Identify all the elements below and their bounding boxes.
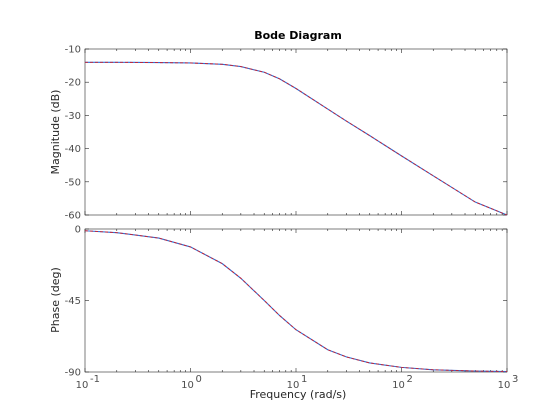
phase-panel: -90 -45 0 — [65, 225, 508, 379]
magnitude-y-tick-label: -30 — [65, 111, 81, 122]
magnitude-panel: -60 -50 -40 -30 -20 -10 — [65, 45, 508, 222]
x-tick-exponent: 3 — [512, 374, 518, 385]
x-tick-label: 10 — [76, 380, 89, 391]
chart-title: Bode Diagram — [254, 29, 342, 42]
magnitude-y-axis-label: Magnitude (dB) — [49, 90, 62, 175]
phase-y-tick-label: 0 — [75, 225, 81, 236]
phase-y-tick-label: -90 — [65, 368, 81, 379]
x-tick-exponent: 0 — [196, 374, 202, 385]
magnitude-y-tick-label: -10 — [65, 45, 81, 56]
x-tick-exponent: 2 — [407, 374, 413, 385]
phase-y-axis-label: Phase (deg) — [49, 267, 62, 333]
x-tick-label: 10 — [287, 380, 300, 391]
magnitude-plot-area — [84, 48, 508, 216]
magnitude-curve-b — [85, 61, 508, 216]
x-tick-exponent: -1 — [90, 374, 100, 385]
magnitude-y-tick-label: -60 — [65, 211, 81, 222]
x-tick-exponent: 1 — [301, 374, 307, 385]
magnitude-y-tick-label: -20 — [65, 78, 81, 89]
x-tick-label: 10 — [498, 380, 511, 391]
x-tick-label: 10 — [392, 380, 405, 391]
magnitude-y-tick-label: -50 — [65, 177, 81, 188]
phase-y-tick-label: -45 — [65, 296, 81, 307]
x-tick-label: 10 — [181, 380, 194, 391]
x-axis-label: Frequency (rad/s) — [250, 388, 347, 401]
phase-plot-area — [84, 228, 508, 373]
phase-curve-b — [84, 230, 508, 372]
magnitude-y-tick-label: -40 — [65, 144, 81, 155]
